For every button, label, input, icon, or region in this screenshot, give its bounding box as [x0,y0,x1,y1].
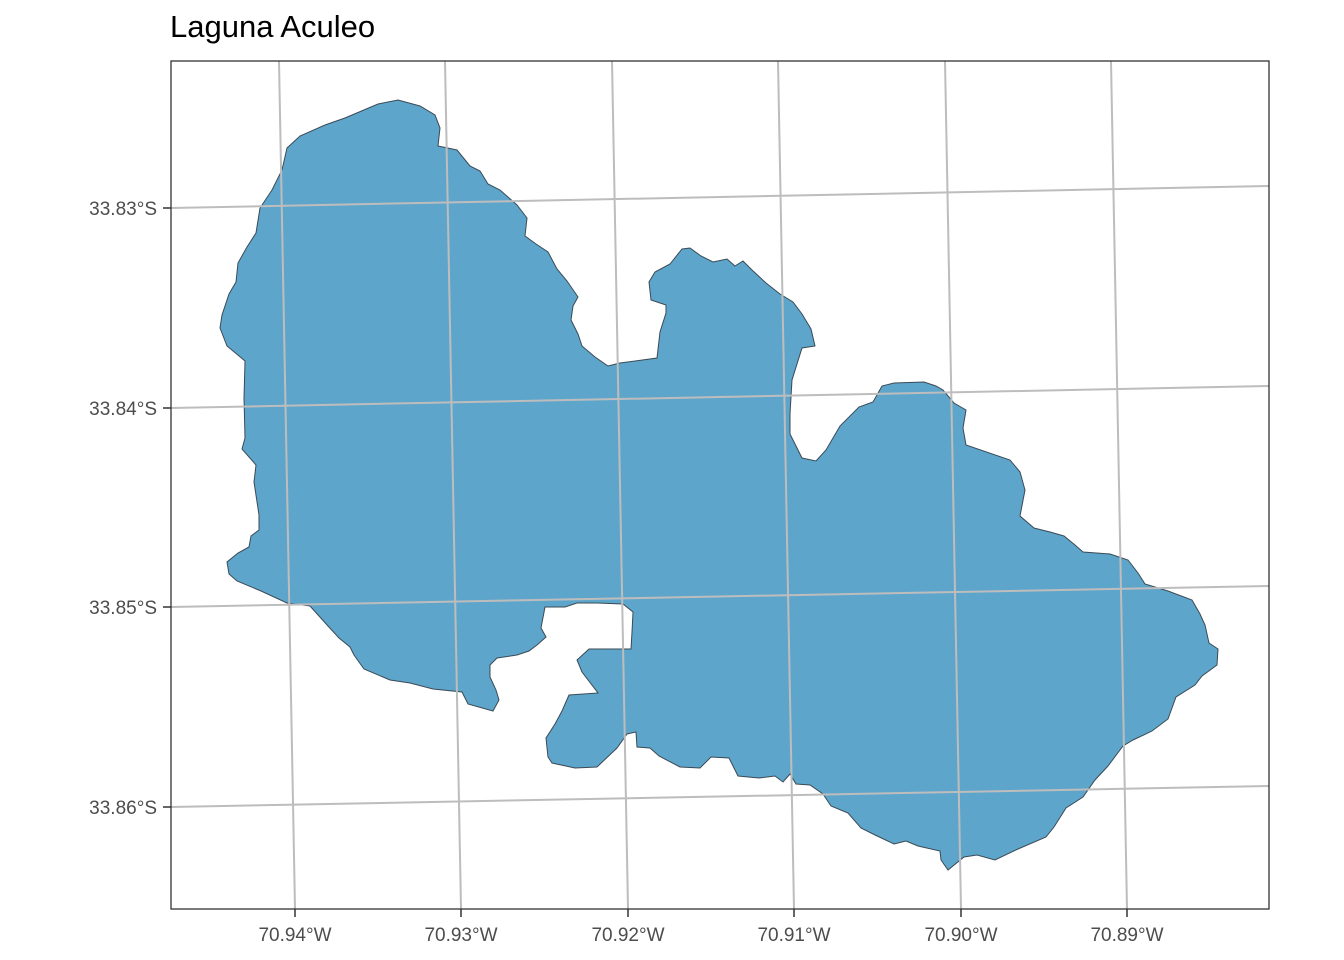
parallel-33-86 [170,785,1270,808]
parallel-33-84 [170,385,1270,409]
parallel-33-83 [170,185,1270,209]
x-tick-label: 70.92°W [591,925,664,946]
x-axis-labels: 70.94°W 70.93°W 70.92°W 70.91°W 70.90°W … [258,925,1163,946]
y-tick-label: 33.83°S [89,199,157,220]
y-axis-labels: 33.83°S 33.84°S 33.85°S 33.86°S [89,199,157,819]
y-axis [163,207,171,808]
x-tick-label: 70.90°W [924,925,997,946]
x-axis [294,909,1128,917]
graticule-meridians [278,60,1128,910]
y-tick-label: 33.86°S [89,798,157,819]
x-tick-label: 70.93°W [424,925,497,946]
meridian-70-92 [611,60,629,910]
x-tick-label: 70.91°W [757,925,830,946]
meridian-70-90 [944,60,962,910]
y-tick-label: 33.85°S [89,598,157,619]
map-title: Laguna Aculeo [170,9,376,44]
x-tick-label: 70.89°W [1090,925,1163,946]
meridian-70-89 [1110,60,1128,910]
parallel-33-85 [170,585,1270,608]
y-tick-label: 33.84°S [89,399,157,420]
meridian-70-91 [777,60,795,910]
x-tick-label: 70.94°W [258,925,331,946]
meridian-70-94 [278,60,296,910]
lake-polygon [219,99,1219,871]
panel-border [170,60,1270,910]
graticule-parallels [170,185,1270,808]
